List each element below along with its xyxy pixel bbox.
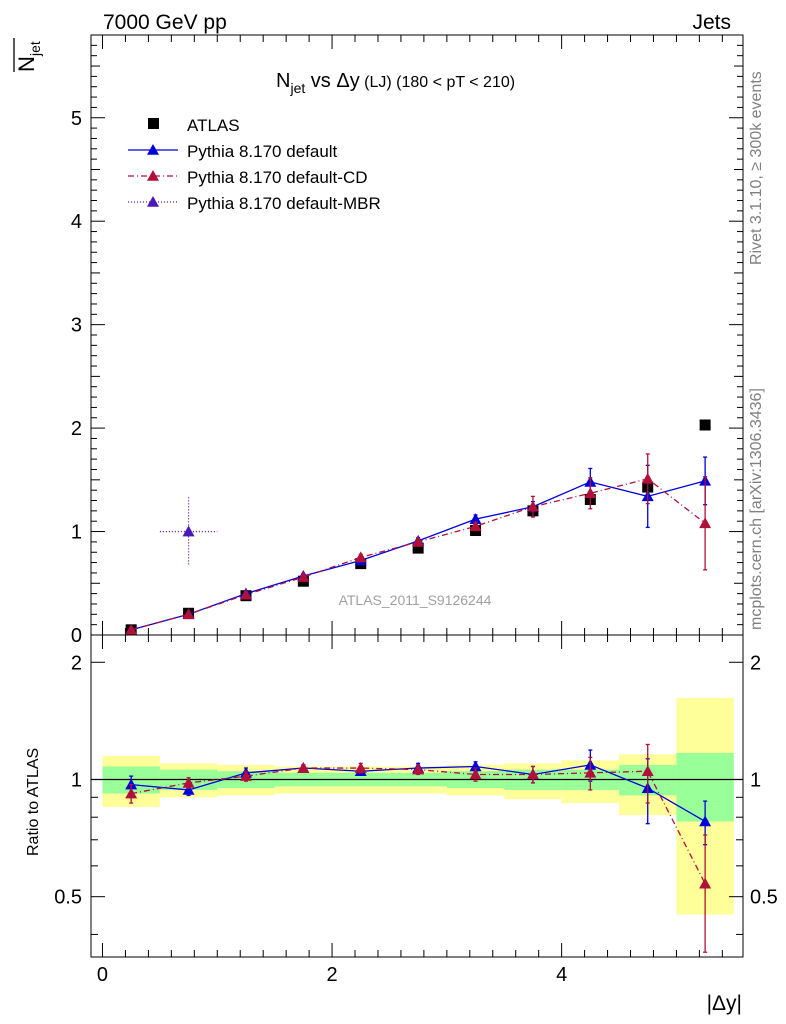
y-tick-label: 2: [71, 418, 82, 440]
title-range: (180 < pT < 210): [392, 74, 515, 91]
analysis-watermark: ATLAS_2011_S9126244: [339, 592, 492, 608]
data-point: [182, 783, 195, 795]
x-tick-label: 4: [556, 964, 567, 986]
data-point: [469, 513, 482, 524]
data-point: [182, 525, 195, 537]
legend-label: ATLAS: [187, 116, 240, 135]
ratio-y-axis-label: Ratio to ATLAS: [25, 748, 42, 856]
y-tick-label: 1: [71, 769, 82, 791]
legend: ATLAS Pythia 8.170 default Pythia 8.170 de…: [128, 116, 381, 213]
y-tick-label: 5: [71, 108, 82, 130]
x-tick-label: 2: [326, 964, 337, 986]
data-point: [354, 762, 367, 773]
legend-item: Pythia 8.170 default: [128, 142, 338, 161]
ratio-panel: 0.5 0.5 1 1 2 2 0 2 4 Ratio to ATLAS |Δy|: [25, 634, 778, 1015]
data-point: [297, 762, 310, 773]
series-3: [159, 497, 218, 566]
data-point: [182, 776, 195, 788]
data-point: [699, 419, 711, 431]
legend-label: Pythia 8.170 default-MBR: [187, 194, 381, 213]
data-point: [297, 571, 310, 582]
title-main: N: [276, 70, 290, 92]
y-axis-label-sub: jet: [27, 41, 43, 57]
header-right: Jets: [692, 11, 731, 34]
x-tick-label: 0: [97, 964, 108, 986]
data-point: [641, 765, 654, 777]
legend-marker: [147, 170, 159, 181]
legend-label: Pythia 8.170 default-CD: [187, 168, 368, 187]
y-tick-label: 3: [71, 315, 82, 337]
y-tick-label: 4: [71, 211, 82, 233]
title-vs: vs Δy: [305, 70, 359, 92]
ratio-frame: [90, 634, 744, 958]
y-tick-label: 1: [71, 522, 82, 544]
y-tick-label: 0: [71, 625, 82, 647]
title-main-sub: jet: [289, 80, 305, 96]
data-point: [125, 787, 138, 799]
data-point: [641, 472, 654, 484]
legend-item: ATLAS: [148, 116, 240, 135]
data-point: [699, 877, 712, 889]
legend-item: Pythia 8.170 default-MBR: [128, 194, 381, 213]
data-point: [526, 768, 539, 780]
data-point: [412, 763, 425, 775]
title-lj: (LJ): [360, 74, 392, 91]
y-axis-label-main: N: [14, 56, 39, 72]
ratio-series-1: [125, 743, 712, 953]
data-point: [699, 517, 712, 529]
y-tick-label: 2: [71, 652, 82, 674]
data-point: [469, 760, 482, 772]
data-point: [182, 608, 195, 620]
y-axis-label: Njet: [13, 38, 43, 72]
y-tick-label-right: 0.5: [750, 887, 778, 909]
y-tick-label: 0.5: [54, 887, 82, 909]
data-point: [412, 535, 425, 547]
data-point: [526, 500, 539, 512]
data-point: [469, 520, 482, 532]
y-tick-label-right: 2: [750, 652, 761, 674]
data-point: [699, 815, 712, 827]
legend-marker: [147, 196, 159, 207]
data-point: [239, 588, 252, 600]
header-left: 7000 GeV pp: [103, 11, 227, 34]
data-point: [412, 542, 424, 554]
chart-title: Njet vs Δy (LJ) (180 < pT < 210): [276, 70, 515, 96]
rivet-label: Rivet 3.1.10, ≥ 300k events: [748, 71, 765, 265]
x-axis-label: |Δy|: [707, 992, 742, 1015]
legend-label: Pythia 8.170 default: [187, 142, 338, 161]
legend-marker: [147, 144, 159, 155]
data-point: [469, 768, 482, 780]
series-2: [125, 453, 712, 635]
data-point: [125, 623, 138, 635]
data-point: [584, 766, 597, 778]
data-point: [239, 770, 252, 781]
legend-item: Pythia 8.170 default-CD: [128, 168, 368, 187]
data-point: [354, 551, 367, 563]
legend-marker: [148, 118, 159, 129]
y-tick-label-right: 1: [750, 769, 761, 791]
mcplots-label: mcplots.cern.ch [arXiv:1306.3436]: [748, 388, 765, 630]
data-point: [584, 487, 597, 499]
